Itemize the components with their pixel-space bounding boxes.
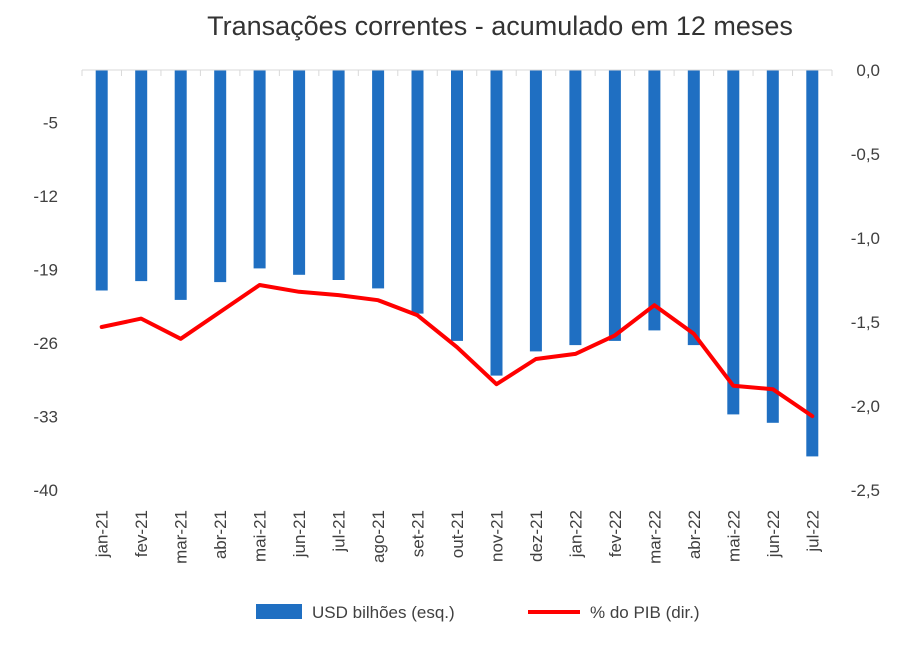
legend: USD bilhões (esq.) % do PIB (dir.) <box>256 603 700 622</box>
bar-fev-22 <box>608 70 621 341</box>
legend-label-line: % do PIB (dir.) <box>590 603 700 622</box>
x-tick-label-ago-21: ago-21 <box>369 510 388 563</box>
y-left-tick-label: -19 <box>33 261 58 280</box>
x-tick-label-jun-21: jun-21 <box>290 510 309 558</box>
y-right-tick-label: -1,5 <box>851 313 880 332</box>
y-left-tick-label: -12 <box>33 187 58 206</box>
bar-set-21 <box>411 70 424 314</box>
bar-abr-22 <box>687 70 700 346</box>
bar-dez-21 <box>529 70 542 352</box>
bar-out-21 <box>451 70 463 341</box>
bar-fev-21 <box>135 70 148 282</box>
x-tick-label-abr-22: abr-22 <box>685 510 704 559</box>
bar-jan-22 <box>569 70 582 346</box>
y-left-tick-label: -40 <box>33 481 58 500</box>
bar-ago-21 <box>372 70 385 289</box>
y-right-tick-label: -2,0 <box>851 397 880 416</box>
y-left-tick-label: -26 <box>33 334 58 353</box>
bar-mai-22 <box>727 70 740 415</box>
bar-jan-21 <box>95 70 108 291</box>
y-left-tick-label: -5 <box>43 114 58 133</box>
x-tick-label-mar-22: mar-22 <box>645 510 664 564</box>
bar-jun-22 <box>766 70 779 423</box>
x-tick-label-mar-21: mar-21 <box>172 510 191 564</box>
bar-nov-21 <box>490 70 503 376</box>
y-right-tick-label: 0,0 <box>856 61 880 80</box>
x-tick-label-nov-21: nov-21 <box>487 510 506 562</box>
x-tick-label-jul-22: jul-22 <box>803 510 822 553</box>
x-tick-label-mai-22: mai-22 <box>724 510 743 562</box>
chart-title: Transações correntes - acumulado em 12 m… <box>207 11 793 41</box>
line-pct-pib <box>99 283 815 419</box>
bar-jul-22 <box>806 70 819 457</box>
x-tick-label-dez-21: dez-21 <box>527 510 546 562</box>
x-tick-label-fev-21: fev-21 <box>132 510 151 557</box>
bar-jul-21 <box>332 70 345 280</box>
x-tick-label-set-21: set-21 <box>409 510 428 557</box>
x-tick-label-out-21: out-21 <box>448 510 467 558</box>
axes: -5 -12 -19 -26 -33 -40 0,0 -0,5 -1,0 -1,5 -2,0 -2,5… <box>33 61 880 564</box>
x-tick-label-abr-21: abr-21 <box>211 510 230 559</box>
bar-mar-21 <box>174 70 187 300</box>
bar-mar-22 <box>648 70 661 331</box>
y-right-tick-label: -1,0 <box>851 229 880 248</box>
bar-abr-21 <box>214 70 227 283</box>
x-tick-label-jan-22: jan-22 <box>566 510 585 558</box>
line-series <box>99 283 815 419</box>
legend-label-bars: USD bilhões (esq.) <box>312 603 455 622</box>
legend-swatch-bars <box>256 604 302 619</box>
bar-series <box>95 70 819 457</box>
x-tick-label-jan-21: jan-21 <box>93 510 112 558</box>
x-tick-label-mai-21: mai-21 <box>251 510 270 562</box>
x-tick-label-fev-22: fev-22 <box>606 510 625 557</box>
y-right-tick-label: -0,5 <box>851 145 880 164</box>
x-tick-label-jul-21: jul-21 <box>330 510 349 553</box>
bar-mai-21 <box>253 70 266 269</box>
bar-jun-21 <box>293 70 306 275</box>
y-left-tick-label: -33 <box>33 408 58 427</box>
y-right-tick-label: -2,5 <box>851 481 880 500</box>
x-tick-label-jun-22: jun-22 <box>764 510 783 558</box>
